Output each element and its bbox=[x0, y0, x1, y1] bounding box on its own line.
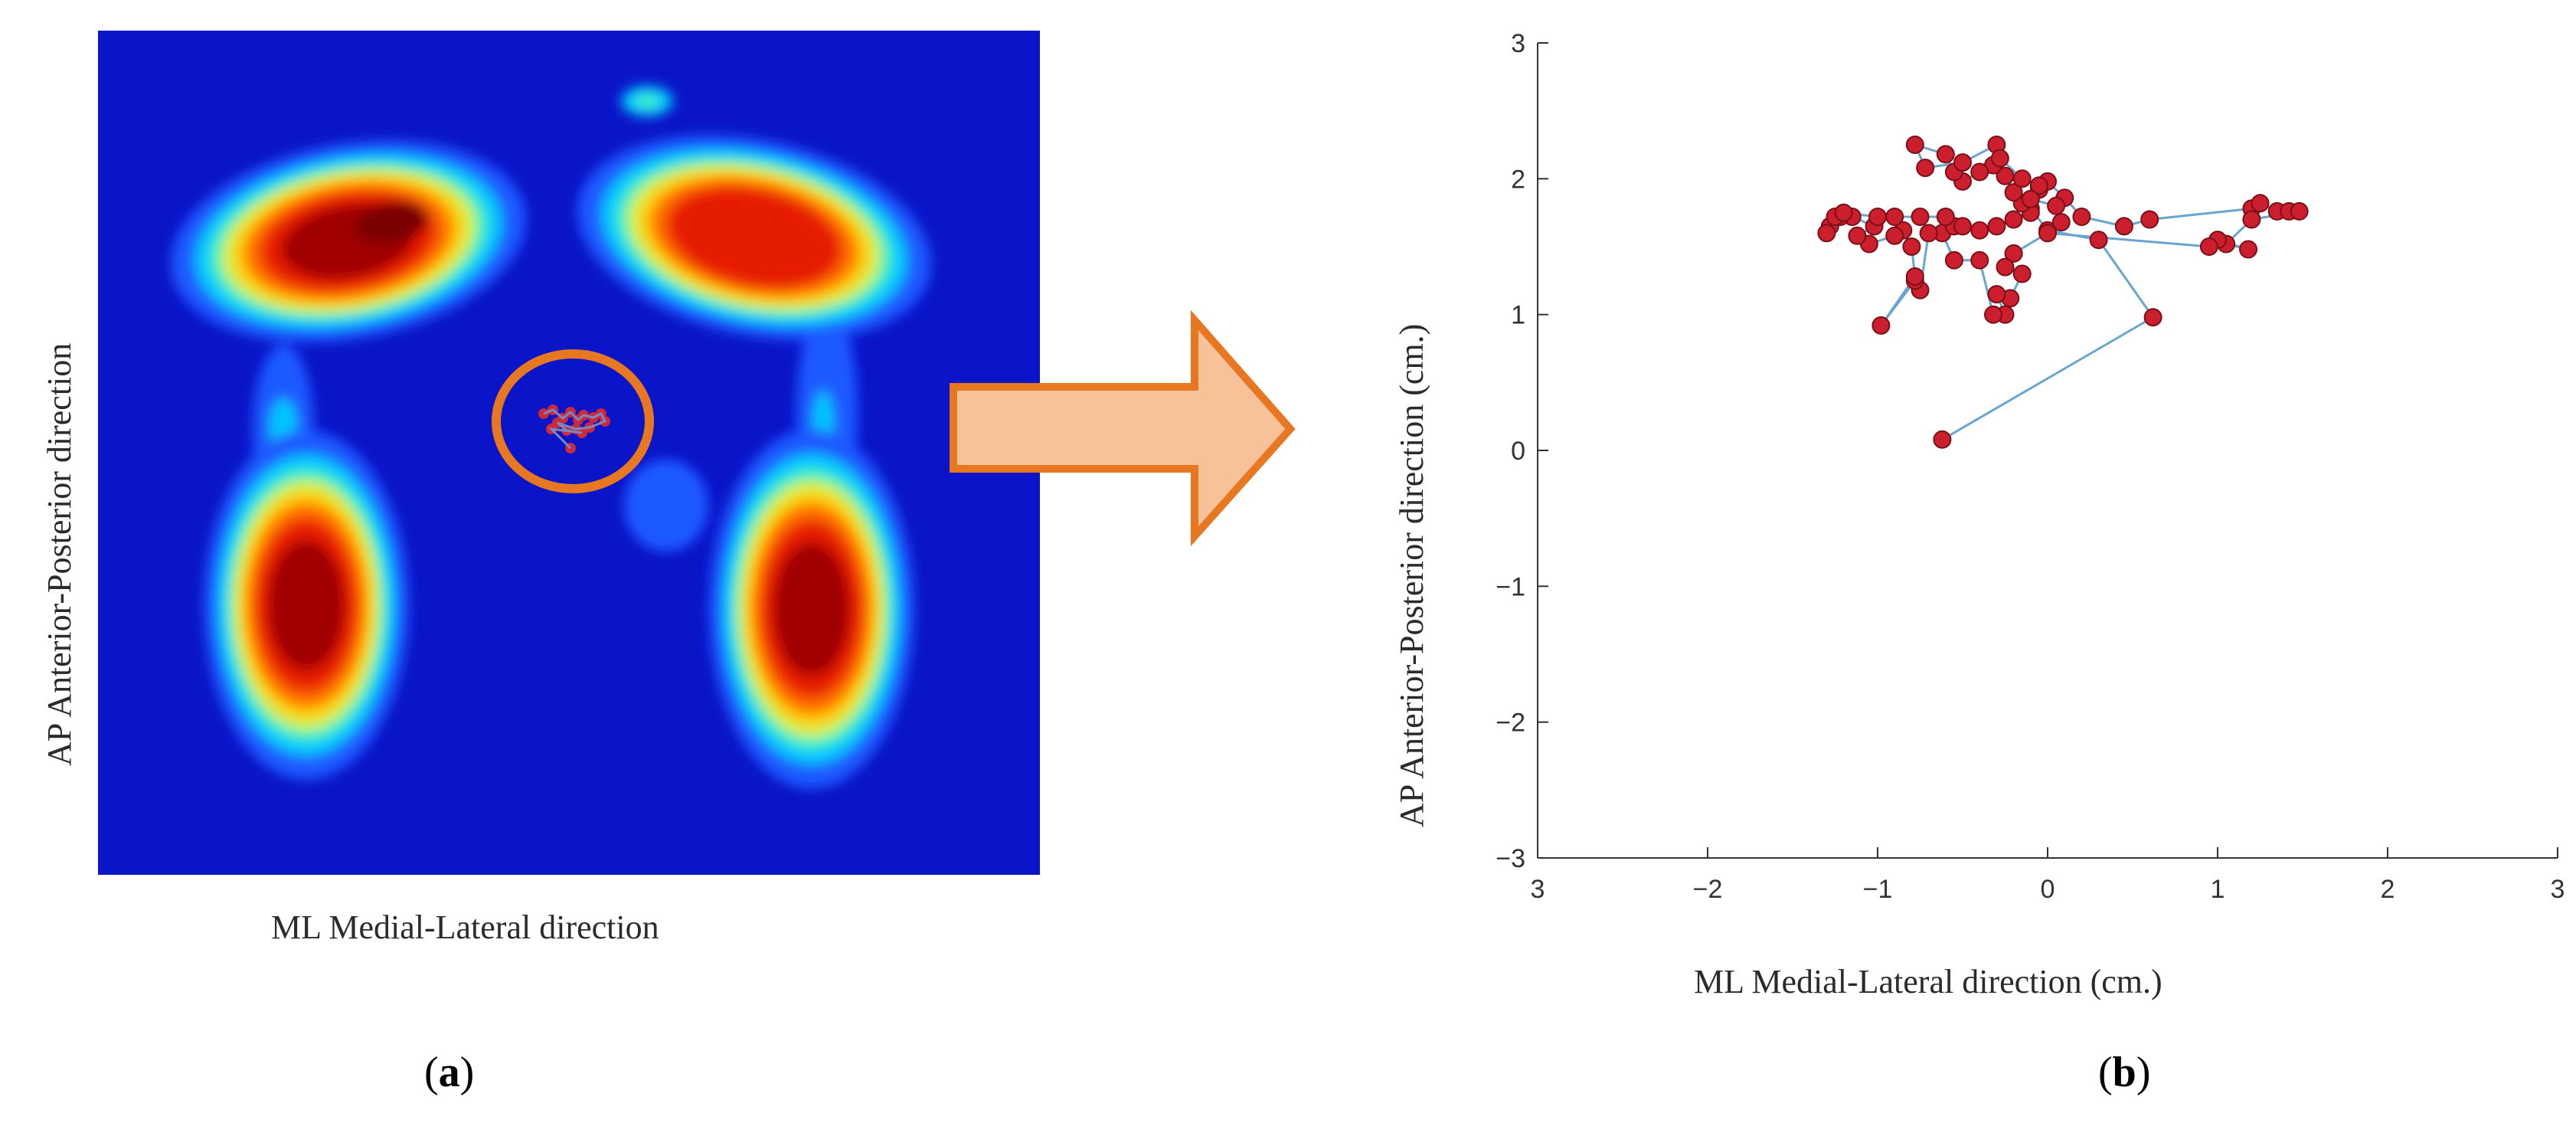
cop-point bbox=[1984, 305, 2002, 324]
cop-point bbox=[2140, 210, 2159, 229]
x-tick-label: 1 bbox=[2211, 875, 2225, 904]
cop-cluster bbox=[538, 404, 610, 453]
cop-point bbox=[1953, 217, 1972, 236]
cop-point bbox=[1970, 250, 1989, 270]
y-tick-label: 0 bbox=[1511, 437, 1525, 466]
cop-point bbox=[1817, 224, 1836, 243]
cop-point bbox=[1905, 136, 1924, 154]
cop-point bbox=[1936, 145, 1955, 164]
cop-point bbox=[2029, 176, 2048, 195]
cop-point bbox=[1916, 159, 1935, 178]
cop-point bbox=[2021, 189, 2040, 208]
cop-point bbox=[2089, 231, 2108, 250]
cop-point bbox=[2251, 194, 2270, 213]
cop-point bbox=[1868, 208, 1887, 226]
y-tick-label: −1 bbox=[1496, 572, 1525, 601]
cop-point bbox=[2038, 224, 2057, 243]
y-tick-label: 1 bbox=[1511, 301, 1525, 330]
cop-point bbox=[1885, 226, 1904, 245]
cop-point bbox=[2004, 183, 2023, 202]
x-tick-label: 0 bbox=[2041, 875, 2055, 904]
x-tick-label: −2 bbox=[1693, 875, 1723, 904]
left-heel-pressure bbox=[204, 431, 409, 780]
cop-point bbox=[2143, 308, 2162, 327]
cop-point bbox=[2199, 237, 2218, 256]
cop-point bbox=[1834, 203, 1853, 222]
cop-point bbox=[1987, 285, 2006, 304]
heatmap-field bbox=[171, 86, 931, 789]
cop-point bbox=[1919, 224, 1938, 243]
cop-point bbox=[1848, 226, 1867, 245]
cop-point bbox=[2072, 208, 2091, 226]
cop-point bbox=[1970, 221, 1989, 240]
left-forefoot-pressure bbox=[171, 140, 526, 342]
cop-point bbox=[2290, 201, 2309, 221]
panel-label-b: (b) bbox=[2098, 1049, 2151, 1096]
cop-point bbox=[2051, 213, 2071, 232]
cop-point bbox=[1944, 250, 1963, 270]
cop-point bbox=[1970, 162, 1989, 182]
cop-point bbox=[1987, 217, 2006, 236]
cop-point bbox=[1905, 267, 1924, 286]
heatmap-y-axis-title: AP Anterior-Posterior direction bbox=[41, 342, 78, 766]
right-forefoot-pressure bbox=[577, 135, 931, 340]
y-tick-label: −3 bbox=[1496, 844, 1525, 873]
cop-point bbox=[1911, 208, 1930, 226]
cop-point bbox=[1953, 153, 1972, 172]
cop-point bbox=[1936, 208, 1955, 226]
cop-point bbox=[2004, 210, 2023, 229]
x-tick-label: 2 bbox=[2381, 875, 2395, 904]
panel-label-a: (a) bbox=[424, 1049, 475, 1096]
right-heel-pressure bbox=[709, 429, 914, 789]
highlight-circle bbox=[492, 349, 654, 493]
y-tick-label: 3 bbox=[1511, 29, 1525, 58]
y-tick-label: −2 bbox=[1496, 709, 1525, 738]
scatter-y-axis-title: AP Anterior-Posterior direction (cm.) bbox=[1393, 323, 1430, 827]
cop-point bbox=[1902, 237, 1921, 256]
cop-point bbox=[2242, 210, 2261, 229]
cop-point bbox=[1990, 149, 2009, 168]
cop-point bbox=[2012, 264, 2032, 283]
cop-point bbox=[2239, 240, 2257, 259]
cop-point bbox=[2047, 196, 2066, 215]
x-tick-label: 3 bbox=[2551, 875, 2565, 904]
cop-point bbox=[2004, 244, 2023, 263]
transition-arrow bbox=[950, 309, 1296, 547]
cop-point bbox=[1885, 208, 1904, 226]
cop-point bbox=[2114, 217, 2133, 236]
y-tick-label: 2 bbox=[1511, 165, 1525, 194]
heatmap-x-axis-title: ML Medial-Lateral direction bbox=[271, 909, 659, 946]
cop-point bbox=[1872, 316, 1891, 335]
x-tick-label: −1 bbox=[1863, 875, 1893, 904]
cop-point bbox=[2012, 169, 2032, 188]
x-tick-label: 3 bbox=[1531, 875, 1545, 904]
scatter-x-axis-title: ML Medial-Lateral direction (cm.) bbox=[1694, 963, 2162, 1000]
cop-point bbox=[1996, 257, 2015, 277]
cop-point bbox=[1933, 430, 1952, 449]
